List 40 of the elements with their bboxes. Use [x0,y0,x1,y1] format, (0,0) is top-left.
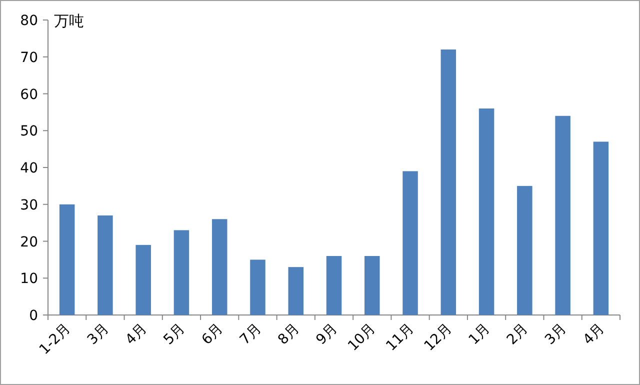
bar [517,186,532,315]
y-tick-label: 70 [20,50,38,66]
y-tick-label: 10 [20,271,38,288]
y-tick-label: 20 [20,234,38,250]
bar [250,260,266,315]
x-tick-label: 9月 [313,320,341,348]
y-tick-label: 60 [20,86,38,103]
x-tick-label: 11月 [383,320,418,354]
x-tick-label: 3月 [542,320,570,348]
bar [288,267,304,315]
x-tick-label: 5月 [160,320,188,348]
bar [136,244,151,315]
y-tick-label: 40 [20,160,38,176]
bar [98,215,113,315]
x-tick-label: 2月 [504,320,532,348]
x-tick-label: 7月 [237,320,265,348]
bar [593,142,609,315]
y-tick-label: 50 [20,124,38,140]
y-tick-label: 0 [29,308,38,324]
x-tick-label: 3月 [84,320,112,348]
bar [174,230,190,315]
bar [555,116,570,315]
bar [212,219,228,315]
bar [402,171,418,315]
x-tick-label: 1-2月 [36,320,74,358]
bar [326,256,342,315]
x-tick-label: 4月 [122,320,150,348]
bar [59,204,75,315]
x-tick-label: 1月 [466,320,494,348]
x-tick-label: 8月 [275,320,303,348]
bar [364,256,380,315]
y-tick-label: 80 [20,13,38,29]
x-tick-label: 4月 [580,320,608,348]
bar [478,108,494,315]
y-axis-title: 万吨 [54,12,84,30]
bar [440,50,456,315]
x-tick-label: 10月 [345,320,379,354]
x-tick-label: 12月 [421,320,456,354]
x-tick-label: 6月 [198,320,226,348]
y-tick-label: 30 [20,197,38,214]
